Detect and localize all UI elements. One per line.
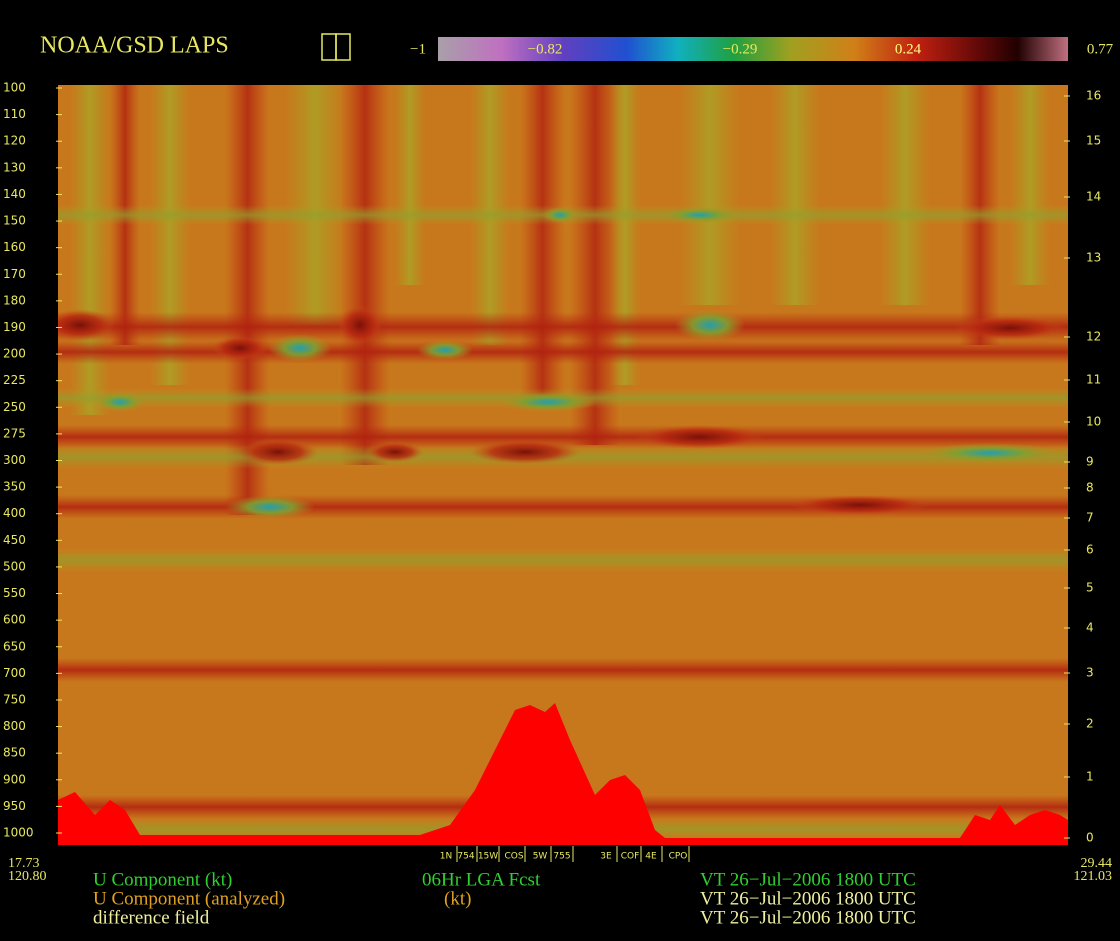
y2-tick-label: 3 [1086, 666, 1094, 680]
y-tick-label: 225 [3, 373, 26, 387]
y-tick-label: 600 [3, 613, 26, 627]
station-label: 15W [478, 852, 498, 862]
y-tick-label: 140 [3, 187, 26, 201]
y-tick-label: 1000 [3, 826, 34, 840]
coord-lon: 120.80 [8, 869, 47, 884]
y2-tick-label: 10 [1086, 415, 1101, 429]
y-tick-label: 180 [3, 293, 26, 307]
footer-text: (kt) [444, 888, 471, 909]
y-tick-label: 450 [3, 533, 26, 547]
y-tick-label: 275 [3, 426, 26, 440]
y-tick-label: 400 [3, 506, 26, 520]
y-tick-label: 500 [3, 559, 26, 573]
y-tick-label: 950 [3, 799, 26, 813]
y-tick-label: 800 [3, 719, 26, 733]
y-tick-label: 900 [3, 772, 26, 786]
footer: U Component (kt) 06Hr LGA Fcst VT 26−Jul−2… [93, 869, 916, 928]
footer-text: 06Hr LGA Fcst [422, 869, 541, 890]
icon [336, 34, 350, 60]
y-tick-label: 130 [3, 160, 26, 174]
colorbar-label: 0.24 [895, 41, 922, 57]
y2-tick-label: 9 [1086, 455, 1094, 469]
y2-tick-label: 0 [1086, 831, 1094, 845]
station-label: 4E [645, 852, 657, 862]
title: NOAA/GSD LAPS [40, 33, 229, 59]
y2-tick-label: 2 [1086, 717, 1094, 731]
y-tick-label: 120 [3, 134, 26, 148]
footer-text: VT 26−Jul−2006 1800 UTC [700, 869, 916, 890]
station-label: 754 [457, 852, 474, 862]
footer-text: VT 26−Jul−2006 1800 UTC [700, 888, 916, 909]
colorbar-label: −0.29 [723, 41, 758, 57]
y-tick-label: 110 [3, 107, 26, 121]
footer-text: difference field [93, 907, 210, 928]
station-label: 3E [600, 852, 612, 862]
station-label: 5W [533, 852, 548, 862]
y-tick-label: 190 [3, 320, 26, 334]
y2-tick-label: 6 [1086, 543, 1094, 557]
y-tick-label: 750 [3, 692, 26, 706]
footer-text: VT 26−Jul−2006 1800 UTC [700, 907, 916, 928]
y-tick-label: 700 [3, 666, 26, 680]
footer-text: U Component (analyzed) [93, 888, 285, 909]
chart: NOAA/GSD LAPS −1 −0.82 −0.29 0.24 0.77 [0, 0, 1120, 941]
field [45, 85, 1080, 909]
colorbar-label: −0.82 [528, 41, 563, 57]
y-tick-label: 170 [3, 267, 26, 281]
y2-tick-label: 8 [1086, 481, 1094, 495]
y2-tick-label: 4 [1086, 621, 1094, 635]
y2-tick-label: 14 [1086, 190, 1101, 204]
colorbar-label: −1 [410, 41, 426, 57]
y-tick-label: 350 [3, 480, 26, 494]
y2-tick-label: 12 [1086, 330, 1101, 344]
y-tick-label: 200 [3, 347, 26, 361]
colorbar-label: 0.77 [1087, 41, 1114, 57]
y-tick-label: 550 [3, 586, 26, 600]
footer-text: U Component (kt) [93, 869, 232, 890]
y-tick-label: 160 [3, 240, 26, 254]
y2-tick-label: 16 [1086, 89, 1101, 103]
y-tick-label: 250 [3, 400, 26, 414]
y-tick-label: 650 [3, 639, 26, 653]
page: {"header": {"title": "NOAA/GSD LAPS"}, "… [0, 0, 1120, 941]
y2-tick-label: 1 [1086, 770, 1094, 784]
station-label: COF [621, 852, 640, 862]
station-label: 1N [440, 852, 452, 862]
station-label: 755 [553, 852, 570, 862]
y-tick-label: 150 [3, 214, 26, 228]
y2-tick-label: 15 [1086, 134, 1101, 148]
y2-tick-label: 11 [1086, 373, 1101, 387]
coord-lon: 121.03 [1074, 869, 1113, 884]
y-tick-label: 300 [3, 453, 26, 467]
icon [322, 34, 336, 60]
y-tick-label: 850 [3, 746, 26, 760]
y2-tick-label: 13 [1086, 251, 1101, 265]
station-label: CPO [669, 852, 688, 862]
y-tick-label: 100 [3, 81, 26, 95]
y2-tick-label: 5 [1086, 581, 1094, 595]
y2-tick-label: 7 [1086, 511, 1094, 525]
station-label: COS [504, 852, 523, 862]
